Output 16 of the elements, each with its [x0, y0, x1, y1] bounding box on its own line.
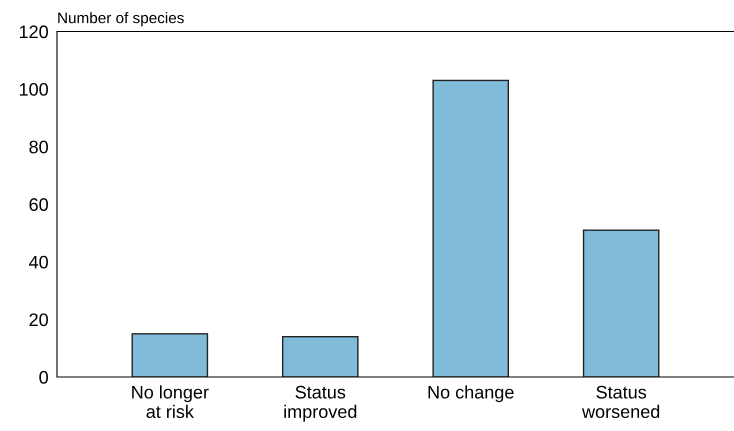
- y-tick-label: 60: [30, 198, 48, 211]
- x-tick-label: Status improved: [284, 386, 356, 422]
- bar: [582, 229, 660, 377]
- bar: [282, 336, 359, 377]
- x-tick-label: No longer at risk: [132, 385, 209, 418]
- y-tick-label: 100: [20, 83, 48, 96]
- bar: [432, 80, 510, 377]
- x-tick-label: Status worsened: [582, 386, 660, 418]
- y-tick-label: 40: [29, 256, 48, 269]
- x-tick-label: No change: [428, 385, 514, 402]
- y-tick-label: 0: [39, 370, 48, 384]
- bar: [132, 333, 208, 377]
- y-tick-label: 80: [29, 140, 48, 154]
- y-tick-label: 20: [29, 313, 48, 326]
- y-axis-title: Number of species: [58, 12, 184, 26]
- y-tick-label: 120: [20, 25, 48, 38]
